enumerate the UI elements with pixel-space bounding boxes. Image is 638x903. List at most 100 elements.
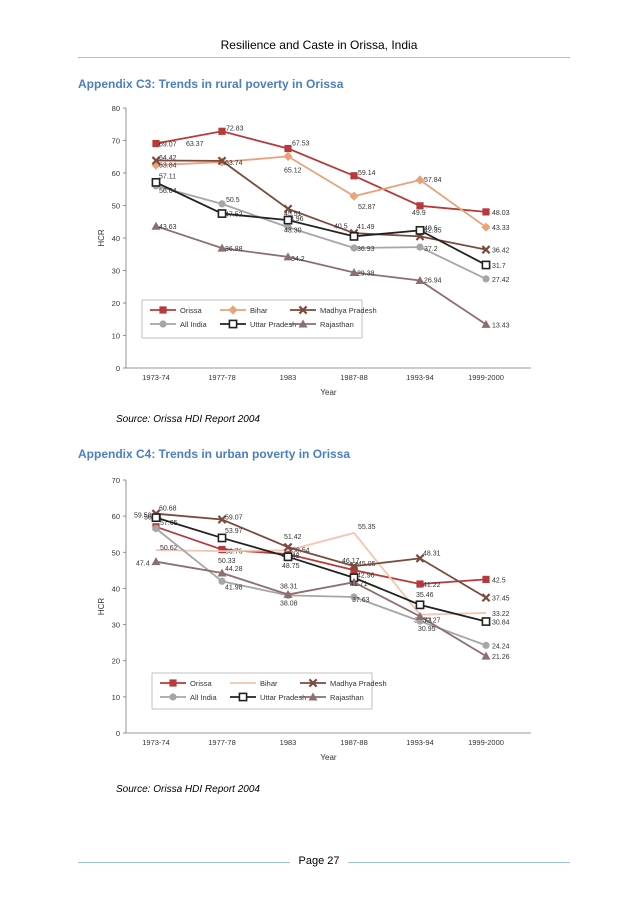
data-label-orissa: 59.14 bbox=[358, 170, 376, 177]
data-label-orissa: 57.05 bbox=[160, 520, 178, 527]
data-label-uttar-pradesh: 40.5 bbox=[334, 223, 348, 230]
data-point-uttar-pradesh bbox=[415, 600, 425, 610]
data-label-bihar: 43.33 bbox=[492, 225, 510, 232]
x-tick-label: 1987-88 bbox=[340, 738, 368, 747]
legend-label-madhya-pradesh: Madhya Pradesh bbox=[320, 306, 377, 315]
urban-poverty-chart: 0 10 20 30 40 50 60 70 1973-74 1977-78 1983 1987-88… bbox=[97, 476, 531, 762]
data-point-rajasthan bbox=[349, 577, 359, 586]
data-label-madhya-pradesh: 48.31 bbox=[423, 550, 441, 557]
data-label-rajasthan: 44.28 bbox=[225, 566, 243, 573]
data-label-orissa: 50.76 bbox=[225, 549, 243, 556]
data-label-rajasthan: 21.26 bbox=[492, 654, 510, 661]
x-tick-label: 1999-2000 bbox=[468, 373, 504, 382]
appendix-c3-title: Appendix C3: Trends in rural poverty in … bbox=[78, 77, 344, 91]
data-point-orissa bbox=[482, 208, 490, 216]
data-point-rajasthan bbox=[415, 275, 425, 284]
data-point-madhya-pradesh bbox=[349, 561, 359, 571]
y-tick-label: 20 bbox=[112, 299, 120, 308]
data-label-orissa: 42.5 bbox=[492, 577, 506, 584]
data-point-rajasthan bbox=[217, 243, 227, 252]
y-tick-label: 0 bbox=[116, 729, 120, 738]
data-label-all-india: 43.30 bbox=[284, 227, 302, 234]
data-label-rajasthan: 13.43 bbox=[492, 322, 510, 329]
appendix-c4-title: Appendix C4: Trends in urban poverty in … bbox=[78, 447, 351, 461]
data-point-uttar-pradesh bbox=[151, 177, 161, 187]
data-label-uttar-pradesh: 59.58 bbox=[134, 513, 152, 520]
data-label-rajasthan: 41.71 bbox=[350, 581, 368, 588]
series-line-uttar-pradesh bbox=[155, 181, 487, 266]
data-label-uttar-pradesh: 30.84 bbox=[492, 620, 510, 627]
data-point-rajasthan bbox=[415, 611, 425, 620]
data-point-madhya-pradesh bbox=[217, 156, 227, 166]
data-label-madhya-pradesh: 37.45 bbox=[492, 596, 510, 603]
data-point-rajasthan bbox=[349, 268, 359, 277]
x-tick-label: 1993-94 bbox=[406, 738, 434, 747]
data-point-madhya-pradesh bbox=[283, 204, 293, 214]
y-tick-label: 10 bbox=[112, 332, 120, 341]
data-label-madhya-pradesh: 51.42 bbox=[284, 534, 302, 541]
data-point-rajasthan bbox=[151, 557, 161, 566]
x-axis-title: Year bbox=[320, 388, 337, 397]
y-tick-label: 0 bbox=[116, 364, 120, 373]
legend-marker-bihar bbox=[228, 305, 238, 315]
data-label-all-india: 37.2 bbox=[424, 246, 438, 253]
data-label-orissa: 67.53 bbox=[292, 141, 310, 148]
data-point-all-india bbox=[218, 577, 226, 585]
data-point-orissa bbox=[416, 202, 424, 210]
y-tick-label: 70 bbox=[112, 476, 120, 485]
data-point-all-india bbox=[416, 243, 424, 251]
data-point-orissa bbox=[416, 580, 424, 588]
series-line-all-india bbox=[155, 185, 487, 280]
legend-label-all-india: All India bbox=[180, 320, 208, 329]
data-point-all-india bbox=[482, 641, 490, 649]
x-tick-label: 1977-78 bbox=[208, 373, 236, 382]
data-label-rajasthan: 29.38 bbox=[357, 271, 375, 278]
data-point-rajasthan bbox=[283, 590, 293, 599]
data-label-bihar: 52.87 bbox=[358, 204, 376, 211]
series-line-all-india bbox=[155, 527, 487, 647]
x-tick-label: 1983 bbox=[280, 738, 297, 747]
legend-label-uttar-pradesh: Uttar Pradesh bbox=[250, 320, 296, 329]
data-label-madhya-pradesh: 46.17 bbox=[342, 558, 360, 565]
data-label-orissa: 48.03 bbox=[492, 210, 510, 217]
data-point-rajasthan bbox=[283, 252, 293, 261]
running-header: Resilience and Caste in Orissa, India bbox=[220, 38, 418, 52]
data-label-rajasthan: 36.88 bbox=[225, 246, 243, 253]
data-label-bihar: 33.22 bbox=[492, 611, 510, 618]
data-point-all-india bbox=[218, 200, 226, 208]
series-line-bihar bbox=[155, 531, 487, 616]
x-tick-label: 1993-94 bbox=[406, 373, 434, 382]
data-point-rajasthan bbox=[217, 568, 227, 577]
appendix-c4-source: Source: Orissa HDI Report 2004 bbox=[116, 784, 260, 795]
footer-rule-left bbox=[78, 862, 290, 863]
data-label-rajasthan: 32.27 bbox=[423, 617, 441, 624]
data-point-bihar bbox=[481, 222, 491, 232]
series-line-madhya-pradesh bbox=[155, 512, 487, 599]
data-label-orissa: 69.07 bbox=[159, 142, 177, 149]
data-label-bihar: 57.84 bbox=[424, 177, 442, 184]
series-line-uttar-pradesh bbox=[155, 516, 487, 623]
data-label-madhya-pradesh: 63.84 bbox=[159, 163, 177, 170]
data-label-madhya-pradesh: 59.07 bbox=[225, 515, 243, 522]
data-label-all-india: 56.04 bbox=[159, 188, 177, 195]
data-label-madhya-pradesh: 60.68 bbox=[159, 506, 177, 513]
data-point-rajasthan bbox=[151, 221, 161, 230]
y-tick-label: 70 bbox=[112, 137, 120, 146]
y-tick-label: 80 bbox=[112, 104, 120, 113]
data-point-uttar-pradesh bbox=[349, 231, 359, 241]
y-tick-label: 50 bbox=[112, 548, 120, 557]
data-point-rajasthan bbox=[481, 651, 491, 660]
data-label-madhya-pradesh: 41.49 bbox=[357, 224, 375, 231]
appendix-c3-source: Source: Orissa HDI Report 2004 bbox=[116, 414, 260, 425]
legend-marker-uttar-pradesh bbox=[228, 319, 238, 329]
x-tick-label: 1973-74 bbox=[142, 373, 170, 382]
data-point-orissa bbox=[218, 127, 226, 135]
series-line-orissa bbox=[155, 525, 487, 585]
data-label-all-india: 27.42 bbox=[492, 277, 510, 284]
data-point-madhya-pradesh bbox=[217, 515, 227, 524]
legend-marker-uttar-pradesh bbox=[238, 692, 248, 702]
rural-poverty-chart: 0 10 20 30 40 50 60 70 80 1973-74 1977-78 1983 1987-… bbox=[97, 104, 531, 397]
x-tick-label: 1987-88 bbox=[340, 373, 368, 382]
x-axis-title: Year bbox=[320, 753, 337, 762]
data-point-madhya-pradesh bbox=[283, 542, 293, 552]
